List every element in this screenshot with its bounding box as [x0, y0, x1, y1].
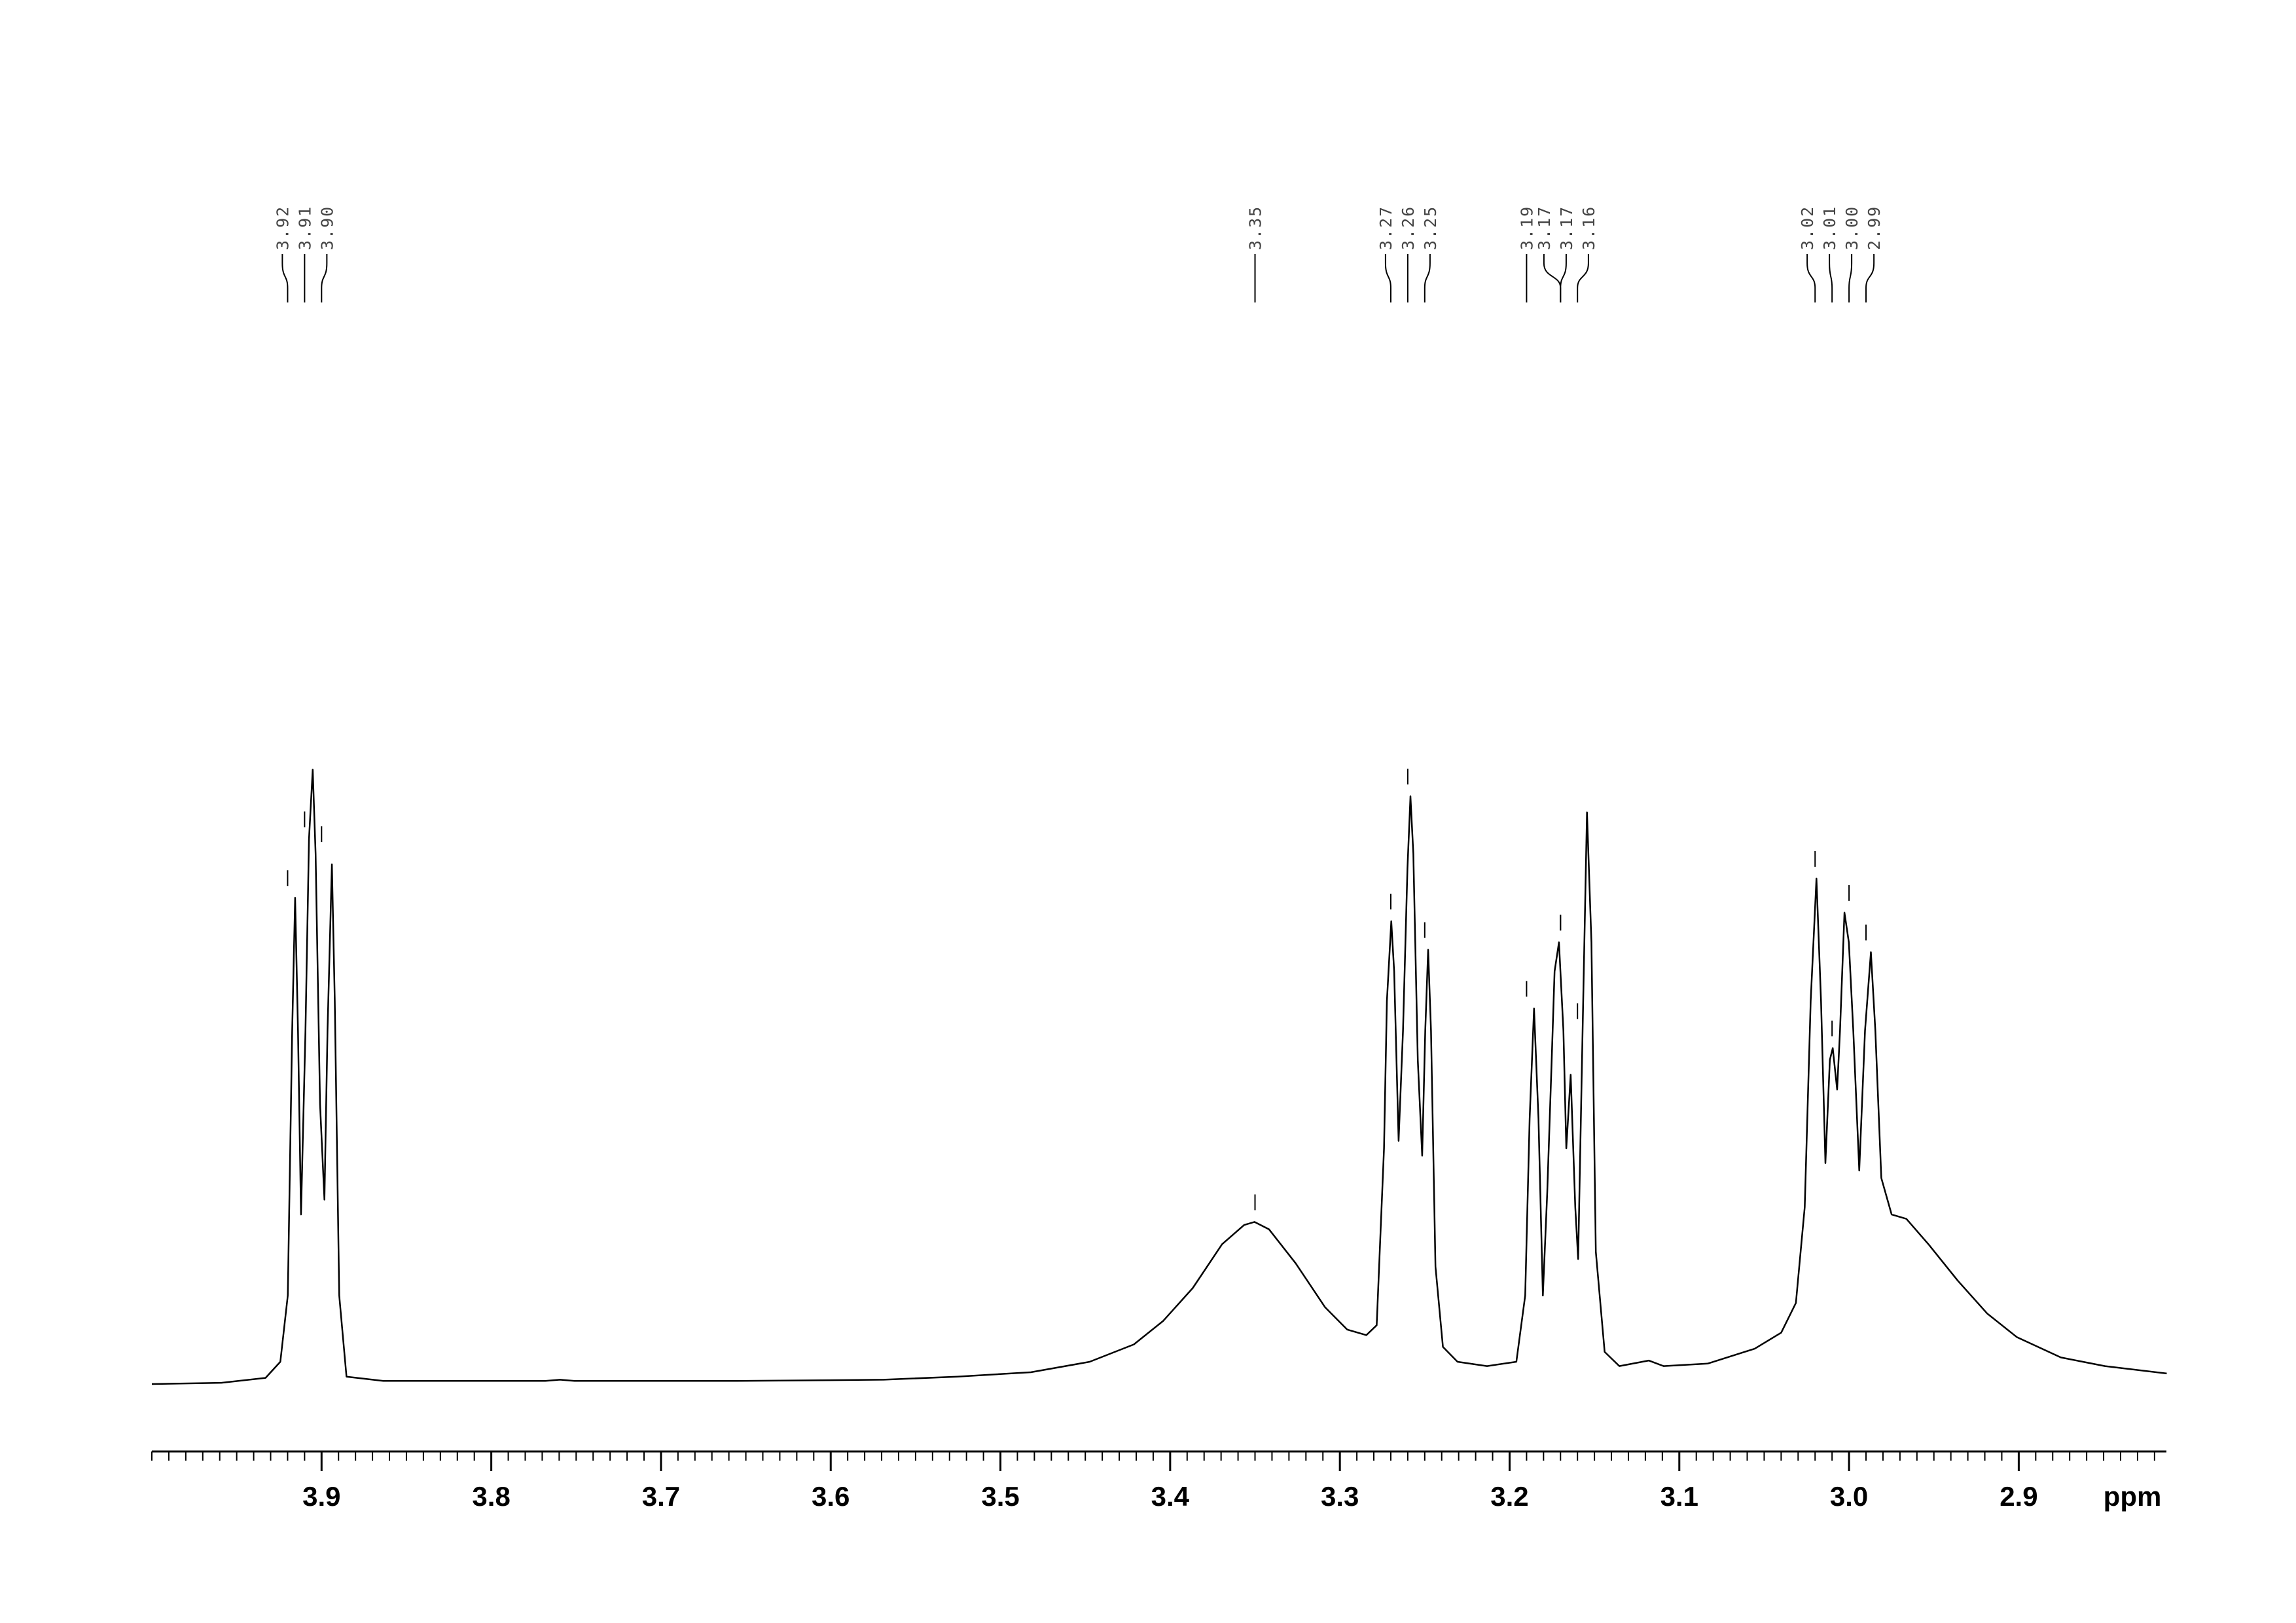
peak-label: 3.16: [1579, 206, 1598, 250]
x-tick-label: 3.0: [1830, 1481, 1868, 1512]
spectrum-line: [151, 769, 2167, 1385]
x-axis-label: ppm: [2104, 1481, 2162, 1512]
x-tick-label: 3.4: [1151, 1481, 1190, 1512]
peak-label: 3.02: [1798, 206, 1817, 250]
peak-label: 3.25: [1421, 206, 1440, 250]
x-tick-label: 3.5: [981, 1481, 1019, 1512]
peak-label: 3.17: [1557, 206, 1576, 250]
peak-connector: [1384, 254, 1391, 302]
x-tick-label: 3.8: [472, 1481, 510, 1512]
x-tick-label: 3.6: [812, 1481, 850, 1512]
x-tick-label: 3.3: [1321, 1481, 1359, 1512]
x-tick-label: 2.9: [2000, 1481, 2037, 1512]
peak-label: 3.90: [317, 206, 336, 250]
x-tick-label: 3.9: [302, 1481, 340, 1512]
peak-label: 3.00: [1842, 206, 1861, 250]
peak-label: 3.26: [1399, 206, 1418, 250]
peak-connector: [281, 254, 289, 302]
peak-connector: [1560, 254, 1567, 302]
peak-label: 3.01: [1820, 206, 1839, 250]
x-tick-label: 3.7: [642, 1481, 680, 1512]
peak-connector: [321, 254, 328, 302]
peak-label: 2.99: [1865, 206, 1884, 250]
x-tick-label: 3.2: [1490, 1481, 1528, 1512]
peak-connector: [1865, 254, 1875, 302]
peak-label: 3.35: [1246, 206, 1265, 250]
peak-connector: [1543, 254, 1562, 302]
peak-connector: [1424, 254, 1431, 302]
peak-connector: [1577, 254, 1589, 302]
peak-label: 3.19: [1517, 206, 1536, 250]
peak-label: 3.27: [1376, 206, 1395, 250]
peak-label: 3.17: [1535, 206, 1554, 250]
peak-connector: [1806, 254, 1816, 302]
peak-connector: [1829, 254, 1833, 302]
x-tick-label: 3.1: [1660, 1481, 1698, 1512]
peak-label: 3.91: [295, 206, 314, 250]
peak-connector: [1848, 254, 1853, 302]
peak-label: 3.92: [273, 206, 292, 250]
